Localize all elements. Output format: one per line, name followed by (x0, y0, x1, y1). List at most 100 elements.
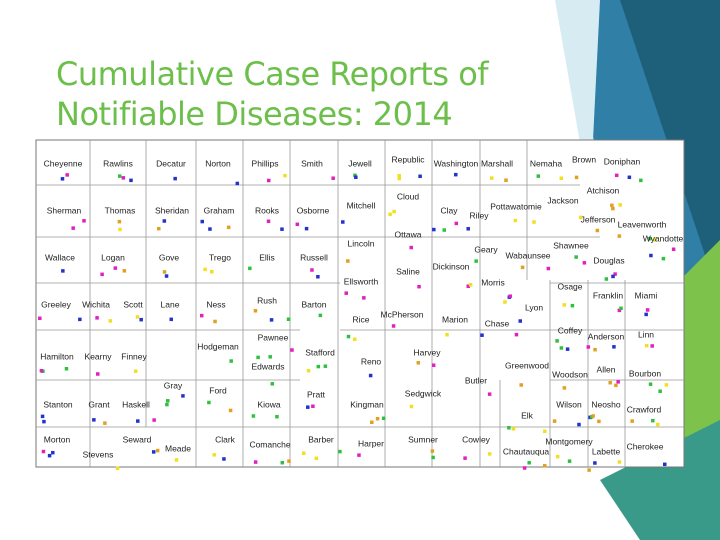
case-dot (593, 347, 597, 352)
county-label: Wyandotte (643, 233, 684, 243)
case-dot (95, 316, 99, 320)
case-dot (518, 319, 523, 323)
case-dot (267, 178, 271, 183)
case-dot (280, 460, 285, 465)
county-label: Chase (485, 318, 510, 328)
case-dot (248, 266, 252, 271)
county-label: Crawford (627, 404, 662, 414)
county-label: Stanton (43, 399, 73, 409)
county-label: Phillips (252, 158, 279, 168)
case-dot (40, 414, 45, 419)
case-dot (604, 277, 609, 281)
case-dot (266, 219, 271, 224)
county-label: Saline (396, 266, 420, 276)
case-dot (430, 449, 435, 453)
case-dot (42, 419, 46, 424)
case-dot (559, 346, 564, 350)
county-label: Smith (301, 158, 323, 168)
case-dot (466, 284, 470, 288)
county-label: Russell (300, 252, 328, 262)
county-label: Lane (161, 299, 180, 309)
case-dot (513, 218, 518, 223)
case-dot (397, 176, 402, 181)
decoration (600, 420, 720, 540)
case-dot (522, 466, 527, 470)
case-dot (368, 373, 373, 378)
county-label: Anderson (588, 331, 625, 341)
county-label: Shawnee (553, 240, 589, 250)
case-dot (487, 392, 492, 396)
county-label: Morton (44, 434, 71, 444)
county-borders (36, 140, 684, 467)
county-label: Wilson (556, 399, 582, 409)
case-dot (162, 219, 167, 223)
county-label: Linn (638, 329, 654, 339)
county-label: Sedgwick (405, 388, 442, 398)
county-label: Dickinson (433, 261, 470, 271)
county-label: Trego (209, 252, 231, 262)
county-label: Miami (635, 290, 658, 300)
county-label: Sumner (408, 434, 438, 444)
case-dot (388, 212, 392, 217)
slide-title: Cumulative Case Reports of Notifiable Di… (56, 55, 489, 133)
case-dot (301, 451, 306, 455)
case-dot (316, 275, 320, 279)
county-label: Kiowa (257, 399, 280, 409)
county-label: Riley (470, 210, 490, 220)
county-label: Ottawa (395, 229, 422, 239)
county-label: Wallace (45, 252, 75, 262)
case-dot (614, 173, 619, 178)
case-dot (504, 178, 508, 182)
county-label: Douglas (593, 255, 624, 265)
case-dot (208, 227, 212, 231)
county-label: Greeley (41, 299, 72, 309)
case-dot (269, 318, 274, 322)
case-dot (47, 453, 52, 458)
case-dot (639, 178, 643, 183)
case-dot (270, 382, 275, 386)
county-label: Geary (474, 244, 498, 254)
county-label: Rush (257, 295, 277, 305)
county-label: Clay (440, 205, 458, 215)
county-label: Comanche (249, 439, 290, 449)
county-label: Morris (481, 277, 505, 287)
case-dot (78, 317, 82, 322)
case-dot (311, 404, 315, 408)
case-dot (577, 422, 581, 427)
case-dot (649, 253, 653, 258)
case-dot (229, 359, 233, 363)
case-dot (619, 306, 623, 311)
case-dot (82, 219, 86, 223)
case-dot (562, 303, 566, 307)
county-label: Pawnee (258, 332, 289, 342)
county-label: Haskell (122, 399, 150, 409)
county-label: Kingman (350, 399, 384, 409)
case-dot (644, 343, 649, 348)
case-dot (552, 419, 557, 423)
case-dot (283, 173, 287, 178)
case-dot (409, 404, 414, 409)
case-dot (210, 270, 214, 274)
case-dot (543, 429, 547, 434)
case-dot (362, 296, 366, 300)
county-label: Stevens (83, 449, 114, 459)
county-label: Hodgeman (197, 341, 239, 351)
county-label: Pratt (307, 389, 326, 399)
county-label: Sherman (47, 205, 82, 215)
county-label: Wabaunsee (505, 250, 550, 260)
case-dot (611, 274, 615, 279)
county-label: Cherokee (627, 441, 664, 451)
county-label: Jefferson (581, 214, 616, 224)
case-dot (416, 361, 421, 365)
case-dot (41, 449, 46, 454)
case-dot (574, 255, 578, 259)
case-dot (129, 178, 133, 183)
case-dot (203, 267, 207, 272)
case-dot (591, 414, 595, 418)
county-label: Marion (442, 314, 468, 324)
county-label: Chautauqua (503, 446, 550, 456)
case-dot (442, 228, 447, 232)
case-dot (565, 347, 570, 351)
county-label: Butler (465, 375, 487, 385)
county-label: Seward (123, 434, 152, 444)
